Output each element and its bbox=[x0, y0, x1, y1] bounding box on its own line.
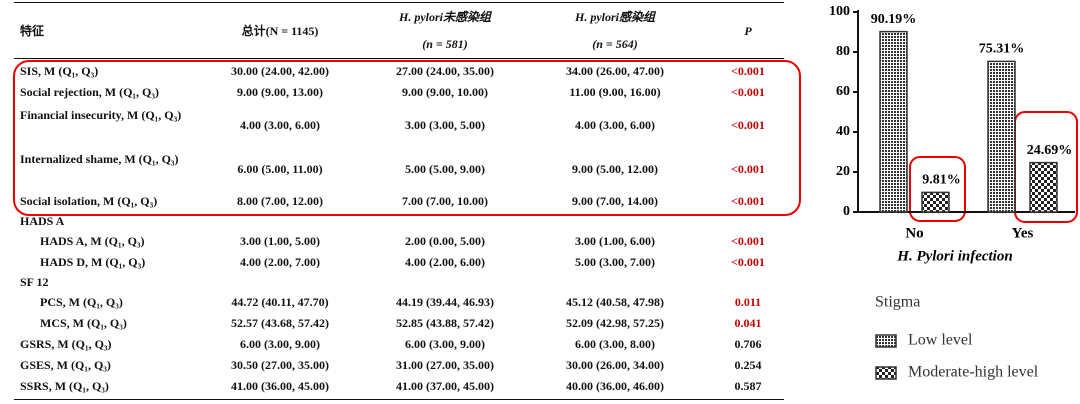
legend-label: Moderate-high level bbox=[908, 364, 1039, 381]
y-tick-label: 80 bbox=[836, 44, 850, 59]
rule bbox=[14, 58, 784, 59]
y-tick-label: 60 bbox=[836, 84, 850, 99]
row-label: HADS D, M (Q₁, Q₃) bbox=[40, 255, 146, 269]
rule bbox=[14, 2, 784, 3]
data-label: 24.69% bbox=[1027, 143, 1073, 158]
rule bbox=[14, 399, 784, 400]
table-value: 9.00 (9.00, 10.00) bbox=[402, 85, 488, 99]
row-label: HADS A, M (Q₁, Q₃) bbox=[40, 234, 145, 248]
table-value: 40.00 (36.00, 46.00) bbox=[566, 379, 664, 393]
table-value: 4.00 (2.00, 7.00) bbox=[240, 255, 320, 269]
bar bbox=[1029, 161, 1058, 213]
table-value: 6.00 (3.00, 9.00) bbox=[405, 337, 485, 351]
y-tick-label: 40 bbox=[836, 124, 850, 139]
table-value: 30.00 (26.00, 34.00) bbox=[566, 358, 664, 372]
row-label: GSRS, M (Q₁, Q₃) bbox=[20, 337, 112, 351]
p-value: 0.587 bbox=[734, 379, 762, 393]
data-label: 90.19% bbox=[871, 12, 917, 27]
table-value: 52.09 (42.98, 57.25) bbox=[566, 316, 664, 330]
table-value: 11.00 (9.00, 16.00) bbox=[569, 85, 661, 99]
legend-swatch bbox=[875, 366, 897, 380]
row-label: Internalized shame, M (Q₁, Q₃) bbox=[20, 152, 179, 166]
p-value: <0.001 bbox=[731, 117, 765, 132]
table-value: 9.00 (9.00, 13.00) bbox=[237, 85, 323, 99]
table-value: 6.00 (3.00, 8.00) bbox=[575, 337, 655, 351]
table-value: 5.00 (3.00, 7.00) bbox=[575, 255, 655, 269]
y-tick-label: 100 bbox=[829, 4, 850, 19]
header-cell: P bbox=[744, 24, 752, 38]
p-value: 0.254 bbox=[734, 358, 762, 372]
table-value: 52.57 (43.68, 57.42) bbox=[231, 316, 329, 330]
table-value: 8.00 (7.00, 12.00) bbox=[237, 194, 323, 208]
row-label: GSES, M (Q₁, Q₃) bbox=[20, 358, 111, 372]
row-label: SF 12 bbox=[20, 275, 49, 289]
table-value: 45.12 (40.58, 47.98) bbox=[566, 295, 664, 309]
p-value: <0.001 bbox=[731, 255, 765, 269]
bar-highlight bbox=[909, 156, 966, 222]
p-value: 0.706 bbox=[734, 337, 762, 351]
header-sub: (n = 581) bbox=[422, 37, 468, 51]
table-value: 31.00 (27.00, 35.00) bbox=[396, 358, 494, 372]
table-value: 7.00 (7.00, 10.00) bbox=[402, 194, 488, 208]
table-value: 4.00 (2.00, 6.00) bbox=[405, 255, 485, 269]
row-label: Social isolation, M (Q₁, Q₃) bbox=[20, 194, 158, 208]
table-value: 2.00 (0.00, 5.00) bbox=[405, 234, 485, 248]
table-value: 52.85 (43.88, 57.42) bbox=[396, 316, 494, 330]
table-value: 44.19 (39.44, 46.93) bbox=[396, 295, 494, 309]
row-label: MCS, M (Q₁, Q₃) bbox=[40, 316, 127, 330]
row-label: SIS, M (Q₁, Q₃) bbox=[20, 64, 99, 78]
header-cell: H. pylori未感染组 bbox=[399, 10, 491, 24]
bar bbox=[987, 60, 1016, 213]
table-value: 9.00 (7.00, 14.00) bbox=[572, 194, 658, 208]
data-label: 9.81% bbox=[922, 173, 961, 188]
header-cell: H. pylori感染组 bbox=[575, 10, 655, 24]
table-value: 3.00 (1.00, 5.00) bbox=[240, 234, 320, 248]
table-value: 5.00 (5.00, 9.00) bbox=[405, 161, 485, 176]
header-cell: 总计(N = 1145) bbox=[241, 24, 319, 38]
table-highlight bbox=[13, 60, 801, 216]
p-value: <0.001 bbox=[731, 161, 765, 176]
row-label: SSRS, M (Q₁, Q₃) bbox=[20, 379, 109, 393]
p-value: <0.001 bbox=[731, 85, 765, 99]
row-label: PCS, M (Q₁, Q₃) bbox=[40, 295, 123, 309]
header-cell: 特征 bbox=[20, 24, 45, 38]
legend-label: Low level bbox=[908, 332, 973, 349]
bar bbox=[879, 30, 908, 213]
x-tick-label: Yes bbox=[1012, 225, 1034, 241]
x-tick-label: No bbox=[905, 225, 923, 241]
row-label: HADS A bbox=[20, 214, 65, 228]
row-label: Financial insecurity, M (Q₁, Q₃) bbox=[20, 108, 182, 122]
p-value: <0.001 bbox=[731, 194, 765, 208]
table-value: 41.00 (36.00, 45.00) bbox=[231, 379, 329, 393]
table-value: 4.00 (3.00, 6.00) bbox=[240, 117, 320, 132]
x-axis-label: H. Pylori infection bbox=[896, 248, 1012, 264]
p-value: <0.001 bbox=[731, 234, 765, 248]
table-value: 34.00 (26.00, 47.00) bbox=[566, 64, 664, 78]
header-sub: (n = 564) bbox=[592, 37, 638, 51]
p-value: <0.001 bbox=[731, 64, 765, 78]
p-value: 0.011 bbox=[734, 295, 762, 309]
table-value: 3.00 (3.00, 5.00) bbox=[405, 117, 485, 132]
table-value: 30.00 (24.00, 42.00) bbox=[231, 64, 329, 78]
legend-swatch bbox=[875, 334, 897, 348]
legend-title: Stigma bbox=[875, 294, 920, 311]
y-tick-label: 20 bbox=[836, 164, 850, 179]
table-value: 30.50 (27.00, 35.00) bbox=[231, 358, 329, 372]
table-value: 3.00 (1.00, 6.00) bbox=[575, 234, 655, 248]
p-value: 0.041 bbox=[734, 316, 762, 330]
table-value: 4.00 (3.00, 6.00) bbox=[575, 117, 655, 132]
table-value: 44.72 (40.11, 47.70) bbox=[231, 295, 329, 309]
table-value: 27.00 (24.00, 35.00) bbox=[396, 64, 494, 78]
table-value: 9.00 (5.00, 12.00) bbox=[572, 161, 658, 176]
row-label: Social rejection, M (Q₁, Q₃) bbox=[20, 85, 159, 99]
table-value: 41.00 (37.00, 45.00) bbox=[396, 379, 494, 393]
bar bbox=[921, 191, 950, 213]
table-value: 6.00 (5.00, 11.00) bbox=[237, 161, 323, 176]
y-tick-label: 0 bbox=[843, 204, 850, 219]
table-value: 6.00 (3.00, 9.00) bbox=[240, 337, 320, 351]
data-label: 75.31% bbox=[979, 42, 1025, 57]
